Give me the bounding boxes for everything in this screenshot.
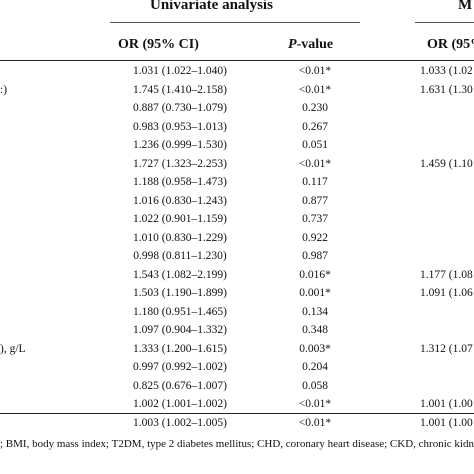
table-row: 1.031 (1.022–1.040) <0.01* 1.033 (1.02 (0, 64, 474, 80)
multivariate-or: 1.001 (1.00 (420, 398, 473, 410)
univariate-or: 0.887 (0.730–1.079) (133, 102, 227, 114)
table-row: 0.983 (0.953–1.013) 0.267 (0, 120, 474, 136)
univariate-or: 1.503 (1.190–1.899) (133, 287, 227, 299)
table-row: 1.236 (0.999–1.530) 0.051 (0, 138, 474, 154)
univariate-or: 1.016 (0.830–1.243) (133, 194, 227, 207)
multivariate-or: 1.177 (1.08 (420, 268, 473, 281)
univariate-p: <0.01* (298, 398, 332, 410)
table-row: 1.010 (0.830–1.229) 0.922 (0, 231, 474, 247)
multivariate-or: 1.312 (1.07 (420, 342, 473, 355)
multivariate-or: 1.631 (1.30 (420, 83, 473, 96)
table-row: 0.887 (0.730–1.079) 0.230 (0, 101, 474, 117)
multivariate-or: 1.033 (1.02 (420, 65, 473, 77)
univariate-p: 0.016* (299, 268, 331, 281)
univariate-p: 0.204 (302, 361, 328, 373)
table-row: 1.002 (1.001–1.002) <0.01* 1.001 (1.00 (0, 397, 474, 413)
univariate-p: 0.922 (302, 231, 328, 244)
multivariate-header-partial: M (458, 0, 473, 13)
header-rule-multivariate (415, 22, 474, 23)
table-row: 0.997 (0.992–1.002) 0.204 (0, 360, 474, 376)
univariate-or: 0.983 (0.953–1.013) (133, 120, 227, 133)
univariate-p: 0.058 (302, 379, 328, 392)
table-row: 1.503 (1.190–1.899) 0.001* 1.091 (1.06 (0, 286, 474, 302)
univariate-or: 0.997 (0.992–1.002) (133, 361, 227, 373)
univariate-or: 1.010 (0.830–1.229) (133, 231, 227, 244)
table-header-rule (0, 60, 474, 61)
univariate-p: <0.01* (298, 157, 332, 170)
table-row: 1.022 (0.901–1.159) 0.737 (0, 212, 474, 228)
multivariate-or: 1.001 (1.00 (420, 416, 473, 429)
table-row: 1.016 (0.830–1.243) 0.877 (0, 194, 474, 210)
univariate-or: 1.003 (1.002–1.005) (133, 416, 227, 429)
univariate-or: 1.236 (0.999–1.530) (133, 139, 227, 151)
p-suffix: -value (296, 37, 334, 52)
univariate-p: 0.051 (302, 139, 328, 151)
or-ci-header: OR (95% CI) (118, 37, 199, 52)
univariate-p: 0.230 (302, 102, 328, 114)
row-label: ), g/L (0, 342, 26, 355)
univariate-or: 1.543 (1.082–2.199) (133, 268, 227, 281)
univariate-p: 0.267 (302, 120, 328, 133)
table-row: 0.825 (0.676–1.007) 0.058 (0, 379, 474, 395)
p-value-header: P-value (288, 37, 333, 53)
univariate-or: 0.998 (0.811–1.230) (133, 250, 227, 262)
univariate-or: 1.333 (1.200–1.615) (133, 342, 227, 355)
univariate-or: 1.097 (0.904–1.332) (133, 324, 227, 336)
univariate-p: 0.737 (302, 213, 328, 225)
univariate-or: 1.022 (0.901–1.159) (133, 213, 227, 225)
univariate-header: Univariate analysis (150, 0, 273, 13)
footnote: ; BMI, body mass index; T2DM, type 2 dia… (0, 438, 474, 450)
univariate-p: <0.01* (298, 65, 332, 77)
table-row: ), g/L 1.333 (1.200–1.615) 0.003* 1.312 (1.… (0, 342, 474, 358)
multivariate-or: 1.459 (1.10 (420, 157, 473, 170)
univariate-or: 0.825 (0.676–1.007) (133, 379, 227, 392)
univariate-or: 1.002 (1.001–1.002) (133, 398, 227, 410)
table-row: 1.180 (0.951–1.465) 0.134 (0, 305, 474, 321)
univariate-p: <0.01* (298, 416, 332, 429)
table-row: 0.998 (0.811–1.230) 0.987 (0, 249, 474, 265)
univariate-or: 1.031 (1.022–1.040) (133, 65, 227, 77)
row-label: :) (0, 83, 8, 96)
univariate-p: 0.134 (302, 305, 328, 318)
univariate-p: <0.01* (298, 83, 332, 96)
or-ci-header-partial: OR (95% (427, 37, 474, 52)
p-letter: P (288, 37, 297, 52)
univariate-or: 1.727 (1.323–2.253) (133, 157, 227, 170)
table-row: 1.003 (1.002–1.005) <0.01* 1.001 (1.00 (0, 416, 474, 432)
table-row: :) 1.745 (1.410–2.158) <0.01* 1.631 (1.30 (0, 83, 474, 99)
univariate-p: 0.001* (299, 287, 331, 299)
table-row: 1.727 (1.323–2.253) <0.01* 1.459 (1.10 (0, 157, 474, 173)
table-row: 1.097 (0.904–1.332) 0.348 (0, 323, 474, 339)
univariate-p: 0.117 (302, 176, 328, 188)
univariate-p: 0.348 (302, 324, 328, 336)
univariate-p: 0.877 (302, 194, 328, 207)
table-row: 1.543 (1.082–2.199) 0.016* 1.177 (1.08 (0, 268, 474, 284)
univariate-or: 1.745 (1.410–2.158) (133, 83, 227, 96)
header-rule-univariate (110, 22, 360, 23)
univariate-p: 0.003* (299, 342, 331, 355)
table-bottom-rule (0, 413, 474, 414)
univariate-or: 1.188 (0.958–1.473) (133, 176, 227, 188)
univariate-or: 1.180 (0.951–1.465) (133, 305, 227, 318)
multivariate-or: 1.091 (1.06 (420, 287, 473, 299)
table-row: 1.188 (0.958–1.473) 0.117 (0, 175, 474, 191)
univariate-p: 0.987 (302, 250, 328, 262)
